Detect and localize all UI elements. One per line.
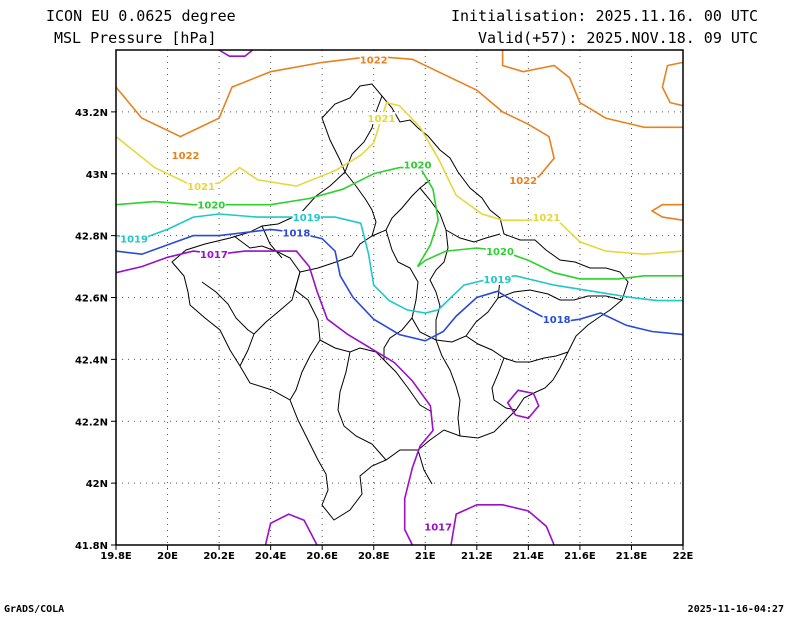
isobar-label-bg: [359, 53, 388, 66]
isobar-label: 1019: [120, 235, 148, 246]
inner-border: [417, 449, 433, 485]
footer-timestamp: 2025-11-16-04:27: [687, 604, 784, 615]
isobar-label-bg: [292, 211, 321, 224]
inner-border: [201, 281, 255, 335]
x-axis-ticks: 19.8E 20E 20.2E 20.4E 20.6E 20.8E 21E 21.2E 21.4…: [100, 545, 694, 562]
isobar-label-bg: [367, 112, 396, 125]
isobar-1020: [115, 166, 683, 280]
isobar-label-bg: [403, 158, 432, 171]
map-grid: [116, 50, 683, 545]
isobar-1017: [115, 250, 434, 546]
isobar-label: 1018: [543, 315, 571, 326]
inner-border: [465, 335, 569, 363]
inner-border: [337, 351, 387, 461]
inner-border: [344, 95, 383, 173]
isobar-label-bg: [187, 180, 216, 193]
isobar-label-bg: [532, 211, 561, 224]
inner-border: [445, 229, 501, 243]
isobar-1018: [115, 228, 684, 342]
isobar-1021: [115, 101, 684, 256]
isobar-label: 1022: [509, 176, 537, 187]
inner-border: [435, 339, 461, 437]
isobar-label: 1020: [486, 247, 514, 258]
isobar-label: 1019: [293, 213, 321, 224]
map-frame: [115, 49, 684, 546]
inner-border: [344, 171, 377, 237]
isobar-label: 1021: [532, 213, 560, 224]
inner-border: [385, 229, 501, 343]
inner-border: [491, 357, 517, 411]
inner-border: [261, 225, 283, 259]
valid-time: Valid(+57): 2025.NOV.18. 09 UTC: [478, 29, 758, 47]
isobar-label-bg: [483, 272, 512, 285]
isobar-label-bg: [282, 226, 311, 239]
isobar-1022: [501, 50, 683, 129]
x-tick-label: 22E: [673, 551, 694, 562]
isobar-1019: [115, 213, 683, 314]
isobar-label: 1018: [282, 229, 310, 240]
inner-border: [239, 271, 301, 367]
x-tick-label: 21.6E: [564, 551, 596, 562]
isobar-label: 1021: [368, 114, 396, 125]
y-tick-label: 42.6N: [75, 294, 108, 305]
x-tick-label: 21.8E: [616, 551, 648, 562]
isobar-1017: [264, 513, 318, 546]
inner-border: [289, 339, 321, 401]
outer-border: [171, 83, 629, 521]
isobar-1017: [218, 49, 254, 57]
isobar-label: 1020: [404, 160, 432, 171]
isobar-1017: [506, 389, 540, 420]
isobar-lines: 1022 1022 1022 1021 1021 1021 1020 1020 1020 1019…: [115, 49, 684, 546]
x-tick-label: 20E: [157, 551, 178, 562]
inner-border: [299, 179, 431, 273]
isobar-label: 1020: [197, 201, 225, 212]
x-tick-label: 19.8E: [100, 551, 132, 562]
x-tick-label: 21E: [415, 551, 436, 562]
y-tick-label: 41.8N: [75, 541, 108, 552]
country-borders: [171, 83, 629, 521]
isobar-label: 1017: [200, 250, 228, 261]
inner-border: [497, 289, 623, 301]
x-tick-label: 21.2E: [461, 551, 493, 562]
isobar-label-bg: [120, 232, 149, 245]
isobar-label-bg: [509, 173, 538, 186]
isobar-label: 1019: [484, 275, 512, 286]
x-tick-label: 20.2E: [203, 551, 235, 562]
isobar-label-bg: [199, 248, 228, 261]
isobar-label: 1022: [360, 55, 388, 66]
isobar-label-bg: [197, 198, 226, 211]
isobar-label: 1017: [424, 522, 452, 533]
isobar-label: 1022: [172, 151, 200, 162]
y-tick-label: 42.4N: [75, 355, 108, 366]
init-time: Initialisation: 2025.11.16. 00 UTC: [450, 7, 758, 25]
y-tick-label: 42.8N: [75, 232, 108, 243]
isobar-label-bg: [171, 149, 200, 162]
footer-credit: GrADS/COLA: [4, 604, 65, 615]
x-tick-label: 20.4E: [255, 551, 287, 562]
isobar-label-bg: [486, 245, 515, 258]
x-tick-label: 21.4E: [513, 551, 545, 562]
isobar-label: 1021: [187, 182, 215, 193]
isobar-label-bg: [542, 313, 571, 326]
isobar-1022: [650, 203, 684, 221]
x-tick-label: 20.6E: [306, 551, 338, 562]
inner-border: [419, 187, 449, 340]
y-tick-label: 42N: [86, 479, 108, 490]
map-title: ICON EU 0.0625 degree: [46, 7, 236, 25]
map-subtitle: MSL Pressure [hPa]: [54, 29, 217, 47]
y-tick-label: 43.2N: [75, 108, 108, 119]
x-tick-label: 20.8E: [358, 551, 390, 562]
isobar-label-bg: [424, 520, 453, 533]
isobar-1022: [115, 55, 555, 181]
isobar-1017: [450, 504, 555, 546]
y-tick-label: 43N: [86, 170, 108, 181]
y-axis-ticks: 41.8N 42N 42.2N 42.4N 42.6N 42.8N 43N 43.2N: [75, 108, 116, 552]
isobar-1022: [661, 61, 684, 107]
inner-border: [383, 317, 413, 360]
y-tick-label: 42.2N: [75, 417, 108, 428]
